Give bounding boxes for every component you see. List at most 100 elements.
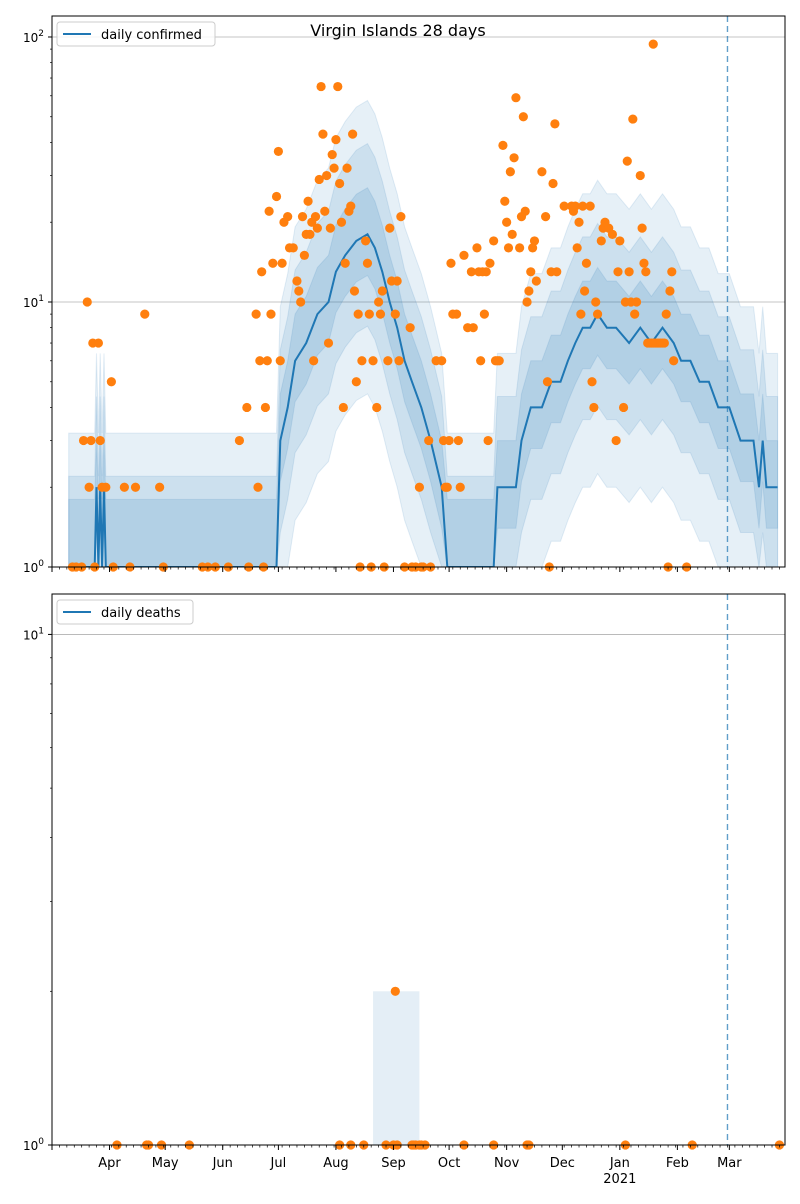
data-point — [592, 309, 603, 319]
y-tick-base: 10 — [23, 296, 38, 310]
data-point — [390, 986, 400, 996]
uncertainty-band — [68, 142, 779, 567]
data-point — [509, 153, 519, 163]
data-point — [325, 223, 335, 233]
data-point — [305, 229, 315, 239]
data-point — [552, 267, 562, 277]
data-point — [377, 286, 387, 296]
data-point — [374, 297, 384, 307]
data-point — [579, 286, 590, 296]
data-point — [528, 243, 538, 253]
x-tick-label: Oct — [438, 1156, 460, 1171]
data-point — [349, 286, 360, 296]
data-point — [522, 297, 532, 307]
y-tick-exponent: 1 — [38, 294, 44, 304]
y-tick-label: 102 — [23, 29, 44, 45]
data-point — [333, 81, 343, 92]
data-point — [587, 377, 597, 387]
x-tick-label: Mar — [717, 1156, 742, 1171]
data-point — [385, 223, 395, 233]
data-point — [78, 435, 89, 446]
data-point — [507, 229, 517, 239]
data-point — [323, 338, 334, 348]
data-point — [524, 286, 534, 296]
data-point — [485, 258, 495, 268]
x-tick-label: Jul — [270, 1156, 287, 1171]
data-point — [361, 236, 371, 246]
data-point — [268, 258, 278, 268]
data-point — [390, 309, 400, 319]
plot-area — [52, 16, 785, 567]
data-point — [659, 338, 669, 348]
data-point — [368, 356, 378, 366]
data-point — [437, 356, 447, 366]
data-point — [529, 236, 540, 246]
legend: daily deaths — [56, 599, 194, 625]
data-point — [618, 402, 629, 413]
data-point — [255, 356, 265, 366]
data-point — [550, 119, 560, 129]
data-point — [338, 402, 348, 413]
data-point — [541, 212, 551, 222]
data-point — [253, 482, 263, 492]
data-point — [635, 170, 645, 181]
data-point — [357, 356, 367, 366]
data-point — [331, 134, 341, 145]
data-point — [505, 167, 515, 177]
data-point — [446, 258, 456, 268]
data-point — [327, 149, 337, 160]
data-point — [559, 201, 569, 211]
data-point — [624, 267, 634, 277]
axes-frame — [51, 593, 786, 1146]
data-point — [242, 402, 252, 413]
y-tick-exponent: 0 — [38, 559, 44, 569]
y-tick-label: 100 — [23, 559, 44, 575]
y-tick-base: 10 — [23, 31, 38, 45]
data-point — [353, 309, 363, 319]
data-point — [589, 402, 599, 413]
data-point — [585, 201, 595, 211]
data-point — [661, 309, 671, 319]
data-point — [607, 229, 618, 239]
x-tick-label: May — [152, 1156, 179, 1171]
data-point — [630, 309, 640, 319]
data-point — [591, 297, 601, 307]
data-point — [613, 267, 623, 277]
data-point — [86, 435, 96, 446]
data-point — [140, 309, 150, 319]
data-point — [84, 482, 94, 492]
data-point — [273, 146, 283, 157]
x-tick-label: Jun — [212, 1156, 233, 1171]
data-point — [518, 112, 528, 122]
axes-frame — [51, 15, 786, 568]
data-point — [479, 309, 489, 319]
data-point — [483, 435, 493, 446]
data-point — [271, 191, 282, 202]
data-point — [340, 258, 350, 268]
data-point — [93, 338, 103, 348]
data-point — [309, 356, 319, 366]
data-point — [455, 482, 465, 492]
data-point — [570, 201, 580, 211]
data-point — [669, 356, 679, 366]
data-point — [637, 223, 647, 233]
x-tick-label: Nov — [494, 1156, 520, 1171]
chart-title: Virgin Islands 28 days — [310, 21, 485, 40]
data-point — [316, 81, 326, 92]
data-point — [335, 178, 345, 189]
data-point — [526, 267, 536, 277]
x-year-label: 2021 — [603, 1172, 636, 1187]
data-point — [476, 356, 486, 366]
data-point — [481, 267, 491, 277]
legend: daily confirmed — [56, 21, 216, 47]
data-point — [531, 276, 541, 286]
uncertainty-band — [373, 991, 420, 1145]
data-point — [264, 206, 274, 216]
data-point — [489, 236, 499, 246]
data-point — [288, 243, 298, 253]
data-point — [314, 174, 324, 185]
legend-label: daily deaths — [101, 606, 181, 621]
uncertainty-band — [68, 99, 779, 567]
